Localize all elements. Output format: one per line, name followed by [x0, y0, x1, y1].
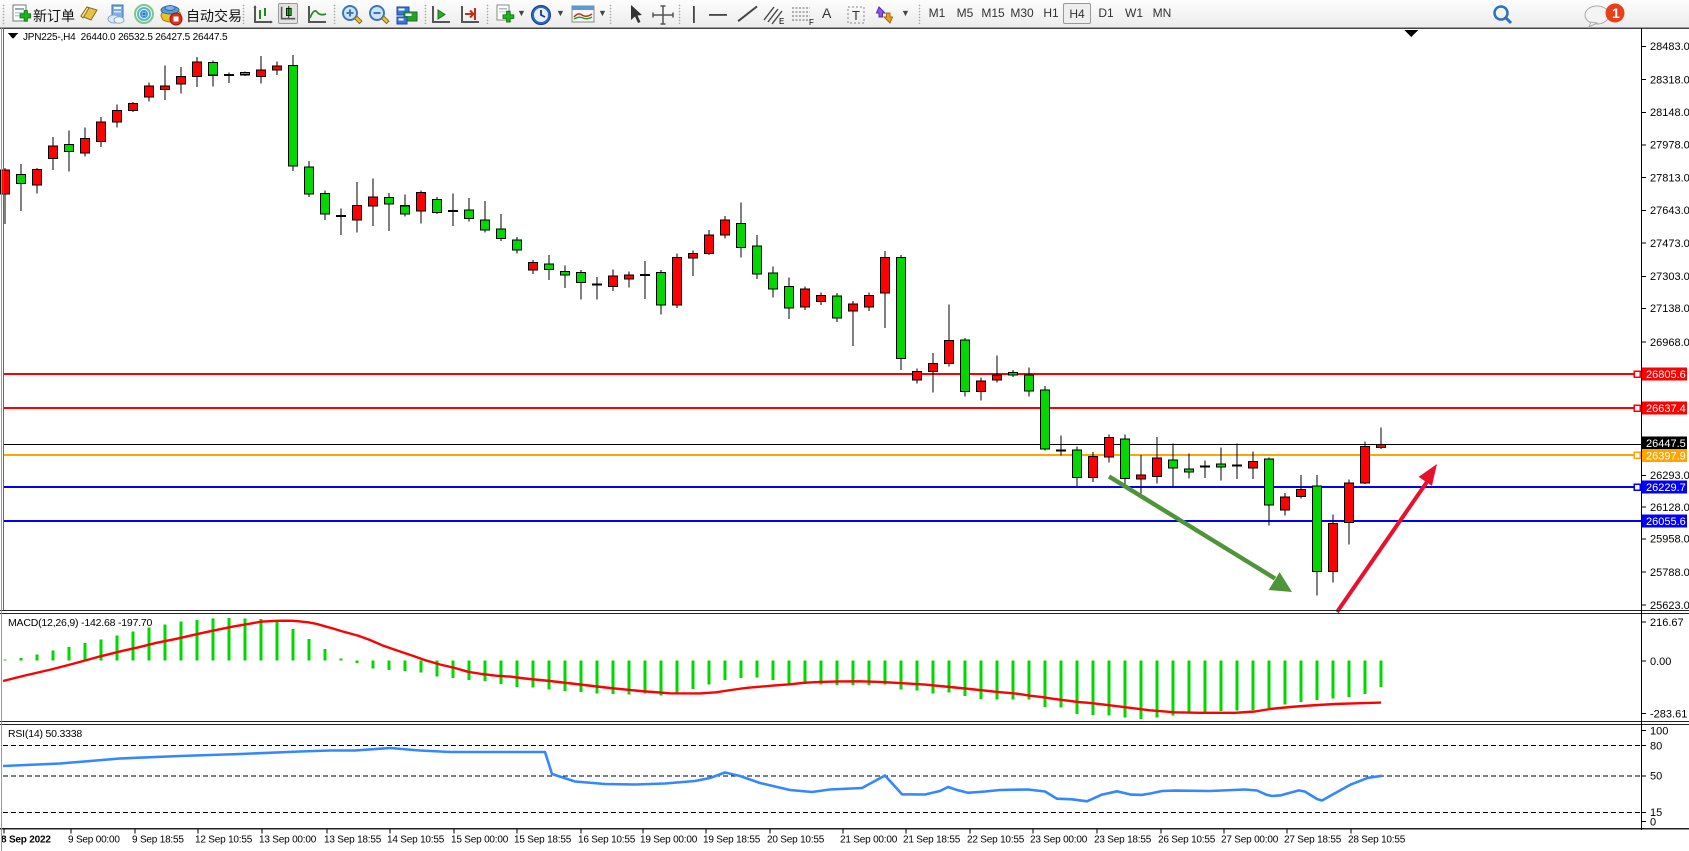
svg-text:19 Sep 18:55: 19 Sep 18:55: [703, 835, 761, 846]
svg-text:26805.6: 26805.6: [1646, 369, 1686, 381]
svg-text:15: 15: [1650, 807, 1662, 819]
svg-text:26229.7: 26229.7: [1646, 482, 1686, 494]
svg-text:16 Sep 10:55: 16 Sep 10:55: [578, 835, 636, 846]
svg-text:27813.0: 27813.0: [1650, 172, 1689, 184]
svg-text:-283.61: -283.61: [1650, 708, 1687, 720]
svg-text:0.00: 0.00: [1650, 656, 1671, 668]
svg-text:80: 80: [1650, 740, 1662, 752]
svg-text:JPN225-,H4 26440.0 26532.5 26: JPN225-,H4 26440.0 26532.5 26427.5 26447…: [23, 32, 228, 43]
svg-text:E: E: [779, 17, 784, 26]
svg-text:14 Sep 10:55: 14 Sep 10:55: [387, 835, 445, 846]
svg-text:20 Sep 10:55: 20 Sep 10:55: [767, 835, 825, 846]
svg-text:9 Sep 00:00: 9 Sep 00:00: [68, 835, 120, 846]
svg-text:23 Sep 00:00: 23 Sep 00:00: [1030, 835, 1088, 846]
svg-text:28318.0: 28318.0: [1650, 74, 1689, 86]
svg-text:9 Sep 18:55: 9 Sep 18:55: [132, 835, 184, 846]
svg-text:50: 50: [1650, 771, 1662, 783]
svg-text:21 Sep 18:55: 21 Sep 18:55: [903, 835, 961, 846]
svg-text:13 Sep 00:00: 13 Sep 00:00: [259, 835, 317, 846]
svg-text:RSI(14) 50.3338: RSI(14) 50.3338: [8, 728, 82, 740]
svg-text:27643.0: 27643.0: [1650, 205, 1689, 217]
svg-text:MACD(12,26,9) -142.68 -197.70: MACD(12,26,9) -142.68 -197.70: [8, 617, 153, 629]
svg-text:28483.0: 28483.0: [1650, 41, 1689, 53]
svg-text:T: T: [852, 8, 860, 23]
svg-text:19 Sep 00:00: 19 Sep 00:00: [640, 835, 698, 846]
svg-text:1: 1: [1612, 5, 1620, 21]
svg-text:21 Sep 00:00: 21 Sep 00:00: [840, 835, 898, 846]
svg-text:F: F: [809, 18, 814, 26]
svg-text:26128.0: 26128.0: [1650, 502, 1689, 514]
svg-text:26293.0: 26293.0: [1650, 470, 1689, 482]
svg-text:27138.0: 27138.0: [1650, 303, 1689, 315]
svg-text:15 Sep 00:00: 15 Sep 00:00: [451, 835, 509, 846]
svg-text:27 Sep 00:00: 27 Sep 00:00: [1221, 835, 1279, 846]
svg-text:26968.0: 26968.0: [1650, 337, 1689, 349]
svg-text:25788.0: 25788.0: [1650, 567, 1689, 579]
svg-text:26055.6: 26055.6: [1646, 516, 1686, 528]
svg-text:13 Sep 18:55: 13 Sep 18:55: [324, 835, 382, 846]
svg-text:27303.0: 27303.0: [1650, 271, 1689, 283]
svg-text:26447.5: 26447.5: [1646, 438, 1686, 450]
svg-text:22 Sep 10:55: 22 Sep 10:55: [967, 835, 1025, 846]
svg-text:26637.4: 26637.4: [1646, 403, 1686, 415]
svg-text:25623.0: 25623.0: [1650, 600, 1689, 612]
svg-text:25958.0: 25958.0: [1650, 534, 1689, 546]
svg-text:27978.0: 27978.0: [1650, 140, 1689, 152]
svg-text:27 Sep 18:55: 27 Sep 18:55: [1284, 835, 1342, 846]
svg-text:28148.0: 28148.0: [1650, 107, 1689, 119]
svg-text:26 Sep 10:55: 26 Sep 10:55: [1158, 835, 1216, 846]
svg-text:28 Sep 10:55: 28 Sep 10:55: [1348, 835, 1406, 846]
svg-text:27473.0: 27473.0: [1650, 238, 1689, 250]
svg-text:26397.9: 26397.9: [1646, 451, 1686, 463]
svg-text:0: 0: [1650, 816, 1656, 828]
svg-text:100: 100: [1650, 725, 1668, 737]
svg-text:12 Sep 10:55: 12 Sep 10:55: [195, 835, 253, 846]
svg-text:23 Sep 18:55: 23 Sep 18:55: [1094, 835, 1152, 846]
svg-text:8 Sep 2022: 8 Sep 2022: [1, 835, 51, 846]
svg-text:15 Sep 18:55: 15 Sep 18:55: [514, 835, 572, 846]
svg-text:216.67: 216.67: [1650, 617, 1684, 629]
